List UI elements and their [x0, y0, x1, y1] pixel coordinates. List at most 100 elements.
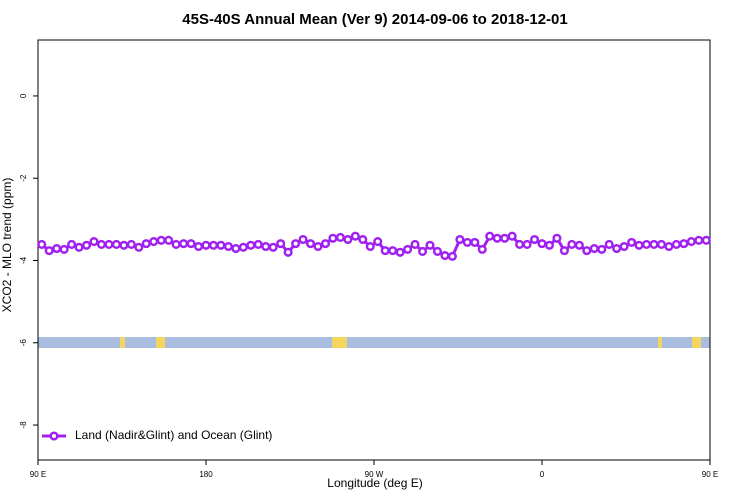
data-point — [462, 237, 472, 247]
data-point — [440, 251, 450, 261]
legend-label: Land (Nadir&Glint) and Ocean (Glint) — [75, 428, 272, 442]
data-point — [328, 233, 338, 243]
data-point — [141, 239, 151, 249]
data-point — [313, 241, 323, 252]
data-point — [52, 244, 62, 254]
land-patch — [120, 337, 125, 348]
data-point — [171, 239, 181, 249]
data-point — [403, 244, 413, 254]
data-point — [522, 239, 532, 249]
y-tick-label: -6 — [19, 339, 28, 347]
data-point — [126, 239, 136, 249]
y-tick-label: -8 — [19, 421, 28, 429]
data-point — [111, 239, 121, 249]
data-point — [515, 239, 525, 249]
data-point — [492, 233, 502, 243]
data-point — [156, 235, 166, 245]
ocean-band — [38, 337, 710, 348]
data-point — [320, 239, 331, 249]
land-patch — [658, 337, 662, 348]
data-point — [574, 240, 584, 250]
data-point — [634, 240, 644, 250]
data-point — [238, 242, 248, 252]
data-point — [59, 244, 69, 254]
data-point — [470, 237, 480, 247]
land-patch — [332, 337, 347, 348]
data-point — [559, 246, 569, 256]
data-point — [44, 246, 54, 256]
data-point — [582, 246, 592, 256]
data-point — [305, 239, 316, 249]
x-tick-label: 0 — [540, 470, 545, 479]
data-point — [253, 239, 263, 249]
data-point — [276, 239, 286, 249]
data-point — [261, 241, 271, 252]
data-point — [552, 233, 562, 243]
data-point — [283, 247, 293, 257]
data-point — [656, 239, 667, 249]
data-point — [485, 231, 495, 241]
data-point — [671, 239, 681, 249]
data-point — [298, 234, 308, 245]
data-point — [179, 239, 189, 249]
y-tick-label: 0 — [19, 93, 28, 98]
data-point — [380, 246, 390, 256]
data-point — [447, 251, 457, 261]
data-point — [208, 240, 219, 250]
chart-title: 45S-40S Annual Mean (Ver 9) 2014-09-06 t… — [182, 11, 567, 28]
data-point — [81, 240, 92, 250]
data-point — [89, 237, 99, 247]
data-point — [679, 239, 689, 249]
data-point — [201, 240, 211, 250]
data-point — [343, 234, 353, 245]
data-point — [246, 240, 256, 250]
data-point — [455, 234, 465, 245]
data-point — [223, 241, 233, 252]
data-point — [529, 234, 540, 245]
data-point — [186, 239, 196, 249]
data-point — [335, 232, 345, 243]
data-point — [567, 239, 577, 249]
data-point — [37, 239, 47, 249]
data-point — [149, 237, 159, 247]
data-point — [686, 237, 696, 247]
x-axis-label: Longitude (deg E) — [327, 476, 422, 490]
y-axis-label: XCO2 - MLO trend (ppm) — [0, 178, 14, 313]
x-tick-label: 90 W — [365, 470, 384, 479]
data-point — [604, 239, 614, 249]
data-point — [664, 241, 674, 252]
data-point — [268, 242, 278, 252]
data-point — [641, 239, 652, 249]
data-point — [373, 237, 383, 247]
data-point — [589, 244, 599, 254]
data-point — [544, 240, 555, 250]
data-point — [104, 239, 114, 249]
data-point — [507, 231, 517, 241]
data-point — [96, 239, 107, 249]
data-point — [477, 244, 487, 254]
data-point — [649, 239, 659, 249]
data-point — [358, 234, 368, 245]
data-point — [231, 244, 241, 254]
land-ocean-band — [38, 337, 710, 348]
data-point — [537, 239, 547, 249]
data-point — [164, 235, 174, 245]
data-point — [216, 240, 226, 250]
data-point — [432, 246, 443, 256]
data-point — [350, 231, 360, 241]
data-point — [134, 242, 144, 252]
land-patch — [692, 337, 701, 348]
data-point — [291, 239, 301, 249]
data-point — [395, 247, 405, 257]
data-point — [612, 244, 622, 254]
data-point — [119, 240, 129, 250]
data-point — [500, 233, 510, 243]
data-point — [701, 235, 711, 245]
data-point — [193, 241, 204, 252]
legend-marker — [49, 431, 59, 441]
x-tick-label: 180 — [199, 470, 213, 479]
y-tick-label: -4 — [19, 256, 28, 264]
data-point — [694, 235, 704, 245]
y-tick-label: -2 — [19, 174, 28, 182]
